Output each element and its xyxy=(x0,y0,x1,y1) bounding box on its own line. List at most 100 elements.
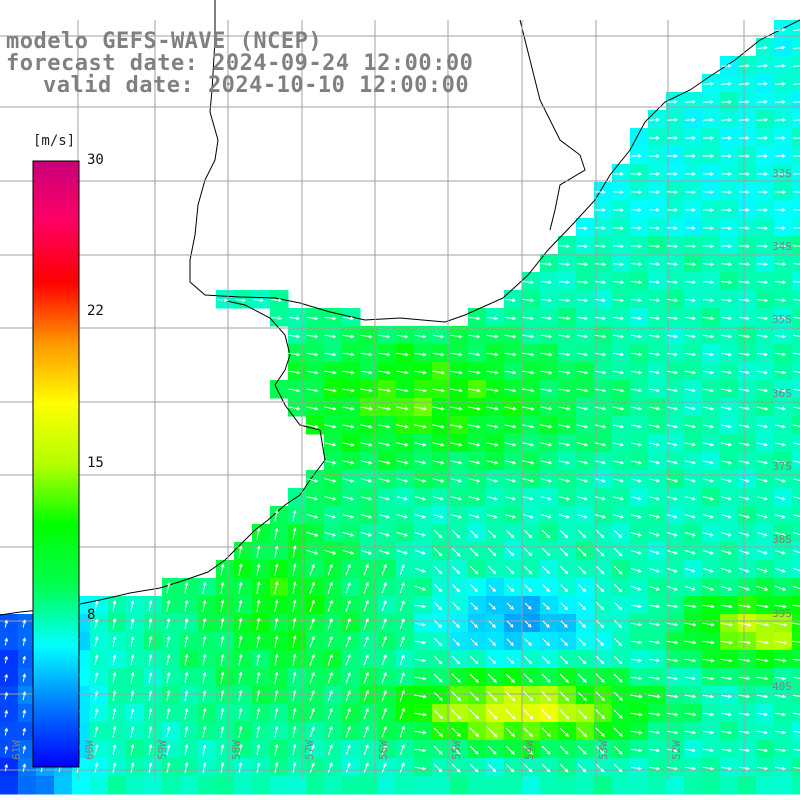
wind-arrow xyxy=(738,316,751,321)
wind-arrow xyxy=(363,744,369,755)
wind-arrow xyxy=(256,599,261,612)
wind-arrow xyxy=(399,744,405,756)
wind-arrow xyxy=(685,406,696,411)
lon-label: 55W xyxy=(450,740,463,760)
wind-arrow xyxy=(738,406,750,411)
wind-arrow xyxy=(756,226,769,230)
wind-arrow xyxy=(342,352,355,357)
wind-arrow xyxy=(220,635,225,648)
wind-arrow xyxy=(238,707,243,720)
wind-arrow xyxy=(469,655,479,665)
wind-arrow xyxy=(415,622,426,627)
wind-arrow xyxy=(558,478,571,483)
wind-arrow xyxy=(450,334,463,339)
wind-arrow xyxy=(399,762,405,773)
wind-arrow xyxy=(667,226,678,230)
wind-arrow xyxy=(504,352,517,357)
wind-arrow xyxy=(487,727,498,738)
wind-arrow xyxy=(522,388,535,393)
wind-arrow xyxy=(702,298,715,303)
wind-arrow xyxy=(703,99,714,104)
wind-arrow xyxy=(721,406,732,411)
valid-date: valid date: 2024-10-10 12:00:00 xyxy=(43,73,470,98)
wind-arrow xyxy=(238,671,243,684)
wind-arrow xyxy=(4,673,9,682)
wind-arrow xyxy=(630,352,643,357)
wind-arrow xyxy=(738,262,751,267)
wind-arrow xyxy=(488,656,497,665)
wind-arrow xyxy=(720,298,733,303)
wind-arrow xyxy=(202,635,207,648)
wind-arrow xyxy=(377,388,392,393)
wind-arrow xyxy=(685,676,696,681)
wind-arrow xyxy=(684,712,697,717)
wind-arrow xyxy=(345,762,351,773)
wind-arrow xyxy=(324,352,337,357)
wind-arrow xyxy=(614,530,623,539)
wind-arrow xyxy=(306,496,319,501)
model-title: modelo GEFS-WAVE (NCEP) xyxy=(6,29,323,54)
wind-arrow xyxy=(166,617,171,630)
wind-arrow xyxy=(450,370,463,375)
wind-arrow xyxy=(774,370,787,375)
wind-arrow xyxy=(576,316,589,321)
wind-arrow xyxy=(166,689,171,702)
wind-arrow xyxy=(792,316,800,319)
wind-arrow xyxy=(363,707,369,720)
wind-arrow xyxy=(396,406,409,411)
wind-arrow xyxy=(396,514,409,519)
wind-arrow xyxy=(612,388,625,393)
wind-arrow xyxy=(468,478,481,483)
wind-arrow xyxy=(22,637,27,646)
wind-arrow xyxy=(774,442,787,447)
wind-arrow xyxy=(238,545,243,558)
wind-arrow xyxy=(684,549,697,555)
wind-arrow xyxy=(757,208,768,212)
wind-arrow xyxy=(792,585,800,590)
wind-arrow xyxy=(756,244,769,249)
wind-arrow xyxy=(288,370,301,375)
wind-arrow xyxy=(756,424,769,429)
wind-arrow xyxy=(220,743,225,756)
wind-arrow xyxy=(450,388,463,393)
wind-arrow xyxy=(703,190,714,194)
wind-arrow xyxy=(702,406,715,411)
wind-arrow xyxy=(630,460,643,465)
wind-arrow xyxy=(381,707,387,720)
wind-arrow xyxy=(94,654,99,665)
wind-arrow xyxy=(345,635,351,648)
wind-arrow xyxy=(630,262,643,267)
wind-arrow xyxy=(130,671,135,684)
wind-arrow xyxy=(506,602,514,610)
wind-arrow xyxy=(596,530,605,539)
wind-arrow xyxy=(202,581,207,594)
wind-arrow xyxy=(738,567,750,573)
wind-arrow xyxy=(596,566,605,575)
wind-arrow xyxy=(613,565,623,575)
wind-arrow xyxy=(756,460,769,465)
wind-arrow xyxy=(738,496,751,501)
wind-arrow xyxy=(381,654,387,666)
wind-arrow xyxy=(720,585,733,591)
wind-arrow xyxy=(774,676,787,681)
wind-arrow xyxy=(431,370,446,375)
wind-arrow xyxy=(612,406,625,411)
wind-arrow xyxy=(274,707,279,720)
wind-arrow xyxy=(148,762,153,773)
lon-label: 57W xyxy=(303,740,316,760)
wind-arrow xyxy=(613,673,623,683)
wind-arrow xyxy=(396,550,409,555)
wind-arrow xyxy=(488,620,496,628)
wind-arrow xyxy=(292,545,297,558)
wind-arrow xyxy=(487,673,497,683)
wind-arrow xyxy=(292,671,297,684)
wind-arrow xyxy=(793,388,800,392)
wind-arrow xyxy=(558,370,571,375)
wind-arrow xyxy=(94,708,99,719)
wind-arrow xyxy=(595,208,606,212)
wind-arrow xyxy=(202,707,207,720)
wind-arrow xyxy=(578,602,587,611)
wind-arrow xyxy=(667,334,678,339)
wind-arrow xyxy=(396,352,409,357)
wind-arrow xyxy=(775,99,786,104)
